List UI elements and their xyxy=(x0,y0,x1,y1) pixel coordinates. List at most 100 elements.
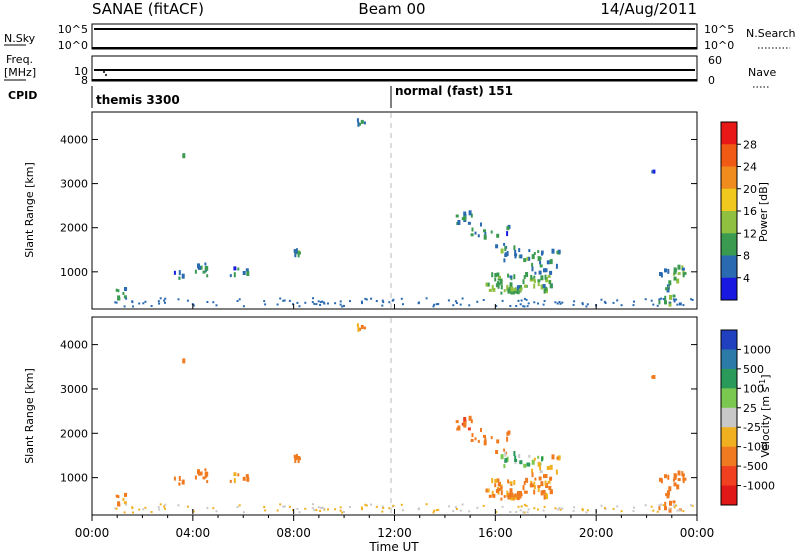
velocity-cell xyxy=(551,454,555,460)
velocity-cell xyxy=(541,456,543,462)
velocity-cell xyxy=(319,507,322,510)
velocity-cell xyxy=(548,486,551,490)
velocity-cell xyxy=(572,509,575,512)
power-cell xyxy=(531,262,534,267)
nsearch-tick-bottom: 10^0 xyxy=(704,39,734,52)
velocity-cell xyxy=(673,506,676,509)
velocity-cell xyxy=(656,510,659,513)
velocity-cell xyxy=(504,451,507,457)
power-cell xyxy=(681,267,685,271)
velocity-cell xyxy=(677,478,681,481)
power-cell xyxy=(477,234,480,238)
power-cell xyxy=(603,300,606,303)
power-cell xyxy=(523,275,526,280)
power-cell xyxy=(327,302,329,305)
power-cell xyxy=(667,268,670,274)
colorbar-swatch xyxy=(721,427,737,448)
nsky-panel: N.Sky 10^5 10^0 10^5 10^0 N.Search xyxy=(4,23,796,52)
power-cell xyxy=(500,248,504,254)
velocity-cell xyxy=(518,494,521,499)
velocity-cell xyxy=(513,480,516,485)
freq-tick-top: 10 xyxy=(74,65,88,78)
beam-title: Beam 00 xyxy=(358,0,425,18)
power-cell xyxy=(519,303,522,306)
velocity-cell xyxy=(381,510,384,513)
velocity-cell xyxy=(501,505,504,508)
x-tick-label: 16:00 xyxy=(478,526,513,540)
velocity-cell xyxy=(516,491,520,497)
power-cell xyxy=(500,291,503,295)
velocity-cell xyxy=(667,474,670,480)
velocity-cell xyxy=(545,483,549,488)
power-cell xyxy=(357,121,360,127)
power-cell xyxy=(296,301,299,304)
velocity-cell xyxy=(534,477,537,481)
power-cell xyxy=(668,280,672,286)
power-cell xyxy=(115,301,118,304)
velocity-cell xyxy=(150,511,153,513)
velocity-cell xyxy=(341,511,344,514)
power-cell xyxy=(173,270,176,275)
velocity-cell xyxy=(321,506,324,509)
power-cell xyxy=(433,303,436,306)
velocity-cell xyxy=(531,472,534,478)
power-cell xyxy=(163,299,166,302)
power-cell xyxy=(124,287,127,291)
velocity-cell xyxy=(537,455,540,459)
power-cell xyxy=(402,303,404,306)
velocity-cell xyxy=(676,484,680,490)
velocity-cell xyxy=(452,510,455,513)
velocity-cell xyxy=(523,490,527,494)
power-cell xyxy=(600,298,603,301)
power-cell xyxy=(115,288,118,292)
power-cell xyxy=(559,302,562,305)
velocity-cell xyxy=(531,459,535,465)
velocity-cell xyxy=(182,358,186,364)
velocity-cell xyxy=(682,510,685,513)
power-cell xyxy=(312,297,314,300)
velocity-cell xyxy=(633,506,635,509)
velocity-cell xyxy=(561,507,564,510)
velocity-cell xyxy=(533,489,536,495)
power-cell xyxy=(233,266,237,271)
velocity-cell xyxy=(468,415,472,421)
power-cell xyxy=(520,299,523,302)
velocity-cell xyxy=(537,461,541,467)
power-cell xyxy=(417,302,420,305)
velocity-cell xyxy=(365,504,368,507)
velocity-cell xyxy=(476,506,479,509)
power-cell xyxy=(668,301,672,307)
velocity-cell xyxy=(510,492,514,498)
power-cell xyxy=(676,278,680,284)
power-cell xyxy=(470,213,473,218)
colorbar-swatch xyxy=(721,330,737,350)
power-cell xyxy=(690,298,693,301)
power-cell xyxy=(182,153,186,159)
power-cell xyxy=(365,298,368,301)
velocity-cell xyxy=(339,509,342,512)
velocity-cell xyxy=(519,490,522,494)
power-cell xyxy=(321,300,324,303)
power-cell xyxy=(508,286,512,290)
y-tick-label: 1000 xyxy=(60,266,88,279)
velocity-cell xyxy=(514,460,517,465)
colorbar-tick-label: -100 xyxy=(743,441,768,454)
power-cell xyxy=(534,271,537,275)
velocity-cell xyxy=(586,509,589,512)
velocity-cell xyxy=(433,509,436,512)
velocity-cell xyxy=(520,493,523,497)
velocity-cell xyxy=(506,490,509,496)
power-cell xyxy=(157,300,160,303)
power-cell xyxy=(556,250,559,254)
power-cell xyxy=(672,294,676,298)
power-cell xyxy=(202,270,206,274)
y-tick-label: 3000 xyxy=(60,383,88,396)
velocity-cell xyxy=(513,451,516,456)
power-cell xyxy=(495,305,498,307)
velocity-cell xyxy=(229,479,232,483)
power-cell xyxy=(492,287,496,292)
power-cell xyxy=(516,285,520,291)
power-cell xyxy=(178,270,181,276)
velocity-cell xyxy=(138,508,141,511)
velocity-cell xyxy=(543,505,546,508)
